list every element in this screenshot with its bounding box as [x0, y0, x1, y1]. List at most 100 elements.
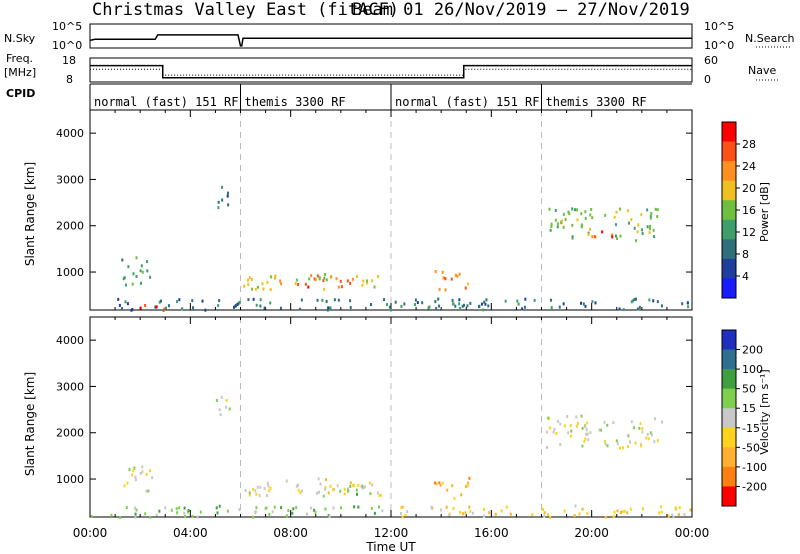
scatter-cell [324, 486, 327, 490]
time-tick-label: 00:00 [675, 526, 710, 540]
scatter-cell [568, 212, 571, 216]
scatter-cell [578, 512, 581, 516]
scatter-cell [454, 273, 457, 277]
colorbar-swatch [722, 200, 736, 221]
scatter-cell [571, 223, 574, 227]
scatter-cell [469, 509, 472, 513]
nsky-series-line [89, 34, 692, 47]
scatter-cell [279, 306, 282, 310]
scatter-cell [307, 285, 310, 289]
scatter-cell [462, 303, 465, 307]
scatter-cell [478, 304, 481, 308]
scatter-cell [634, 441, 637, 445]
scatter-cell [369, 492, 372, 496]
colorbar-frame [721, 329, 737, 507]
scatter-cell [353, 505, 356, 509]
colorbar-tick-label: 15 [742, 402, 756, 415]
scatter-cell [266, 280, 269, 284]
scatter-cell [218, 504, 221, 508]
scatter-cell [316, 274, 319, 278]
cpid-label: CPID [6, 87, 35, 100]
scatter-cell [570, 429, 573, 433]
colorbar-swatch [722, 349, 736, 370]
scatter-cell [355, 488, 358, 492]
scatter-cell [313, 277, 316, 281]
scatter-cell [170, 508, 173, 512]
colorbar-swatch [722, 122, 736, 143]
scatter-cell [452, 302, 455, 306]
scatter-cell [599, 428, 602, 432]
scatter-cell [613, 215, 616, 219]
scatter-cell [110, 513, 113, 517]
scatter-cell [545, 445, 548, 449]
scatter-cell [201, 299, 204, 303]
scatter-cell [310, 274, 313, 278]
scatter-cell [196, 515, 199, 519]
velocity-ylabel: Slant Range [km] [23, 372, 37, 476]
scatter-cell [232, 305, 235, 309]
scatter-cell [619, 207, 622, 211]
scatter-cell [439, 508, 442, 512]
scatter-cell [521, 307, 524, 311]
scatter-cell [435, 482, 438, 486]
scatter-cell [248, 276, 251, 280]
scatter-cell [630, 218, 633, 222]
scatter-cell [337, 298, 340, 302]
scatter-cell [135, 508, 138, 512]
scatter-cell [548, 207, 551, 211]
scatter-cell [454, 304, 457, 308]
scatter-cell [482, 507, 485, 511]
scatter-cell [550, 224, 553, 228]
scatter-cell [446, 488, 449, 492]
scatter-cell [181, 307, 184, 311]
scatter-cell [135, 256, 138, 260]
scatter-cell [199, 510, 202, 514]
colorbar-swatch [722, 161, 736, 182]
time-tick-label: 20:00 [574, 526, 609, 540]
scatter-cell [332, 506, 335, 510]
time-tick-label: 04:00 [173, 526, 208, 540]
scatter-cell [591, 216, 594, 220]
scatter-cell [176, 300, 179, 304]
scatter-cell [280, 506, 283, 510]
scatter-cell [480, 302, 483, 306]
scatter-cell [125, 506, 128, 510]
scatter-cell [259, 485, 262, 489]
scatter-cell [149, 275, 152, 279]
scatter-cell [573, 514, 576, 518]
colorbar-tick-label: 200 [742, 344, 763, 357]
scatter-cell [649, 431, 652, 435]
scatter-cell [494, 512, 497, 516]
colorbar-swatch [722, 408, 736, 429]
scatter-cell [362, 486, 365, 490]
scatter-cell [248, 493, 251, 497]
scatter-cell [327, 306, 330, 310]
scatter-cell [333, 487, 336, 491]
scatter-cell [505, 505, 508, 509]
scatter-cell [487, 304, 490, 308]
time-tick-label: 16:00 [474, 526, 509, 540]
scatter-cell [667, 514, 670, 518]
scatter-cell [550, 222, 553, 226]
scatter-cell [299, 491, 302, 495]
scatter-cell [355, 275, 358, 279]
scatter-cell [388, 305, 391, 309]
scatter-cell [259, 298, 262, 302]
colorbar-swatch [722, 219, 736, 240]
scatter-cell [453, 496, 456, 500]
scatter-cell [131, 282, 134, 286]
scatter-cell [652, 299, 655, 303]
scatter-cell [287, 509, 290, 513]
scatter-cell [366, 279, 369, 283]
scatter-cell [658, 511, 661, 515]
colorbar-swatch [722, 141, 736, 162]
nsearch-label: N.Search [745, 32, 795, 45]
scatter-cell [183, 506, 186, 510]
nsearch-tick-bottom: 10^0 [704, 39, 734, 52]
scatter-cell [564, 217, 567, 221]
scatter-cell [363, 485, 366, 489]
scatter-cell [246, 278, 249, 282]
scatter-cell [333, 298, 336, 302]
scatter-cell [464, 511, 467, 515]
scatter-cell [178, 298, 181, 302]
